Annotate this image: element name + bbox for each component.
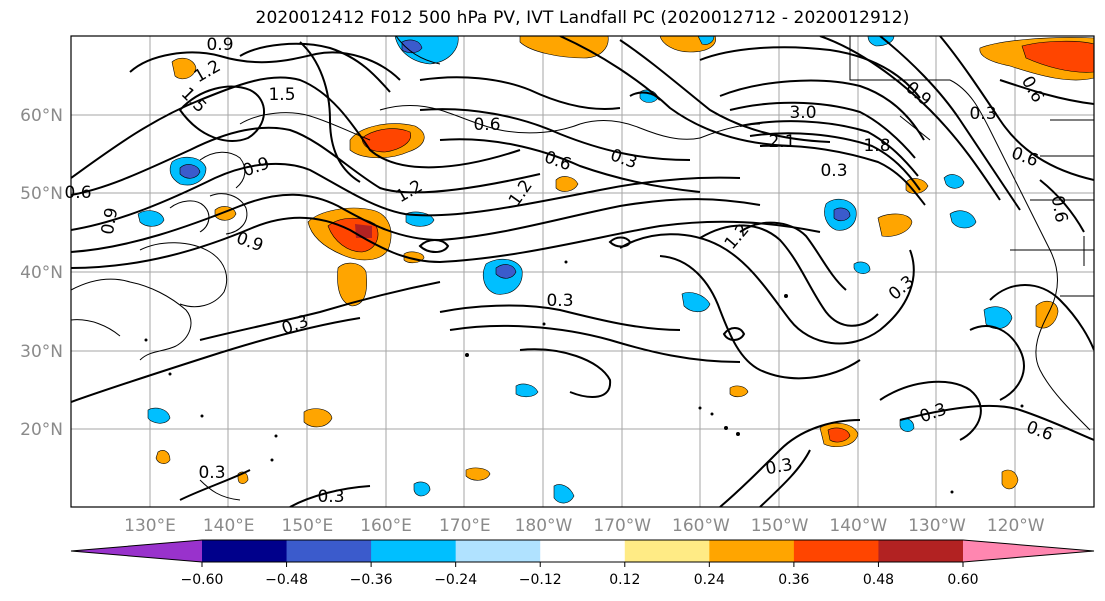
colorbar-tick-label: −0.60 <box>181 572 224 588</box>
contour-label: 0.3 <box>198 463 225 483</box>
colorbar-tick-label: −0.12 <box>519 572 562 588</box>
island-marks <box>144 260 1024 494</box>
map-frame <box>70 35 1095 508</box>
latitude-label: 50°N <box>20 184 63 204</box>
longitude-label: 150°W <box>751 516 809 536</box>
colorbar-segment <box>455 540 541 562</box>
colorbar-segment <box>371 540 457 562</box>
colorbar-tick-label: −0.48 <box>265 572 308 588</box>
latitude-label: 30°N <box>20 342 63 362</box>
longitude-label: 160°E <box>360 516 412 536</box>
contour-label: 0.3 <box>764 455 794 479</box>
contour-label: 0.9 <box>98 206 122 236</box>
colorbar-segment <box>709 540 795 562</box>
colorbar: −0.60 −0.48 −0.36 −0.24 −0.12 0.12 0.24 0.36 0.4… <box>70 539 1095 588</box>
longitude-label: 130°E <box>124 516 176 536</box>
colorbar-tick-label: 0.48 <box>863 572 894 588</box>
map-title: 2020012412 F012 500 hPa PV, IVT Landfall… <box>255 8 910 28</box>
contour-label: 1.5 <box>268 85 295 105</box>
colorbar-segment <box>793 540 879 562</box>
longitude-label: 170°W <box>593 516 651 536</box>
longitude-label: 150°E <box>282 516 334 536</box>
contour-label: 0.6 <box>64 183 91 203</box>
pv-contours <box>71 36 1094 507</box>
contour-label: 0.6 <box>473 115 500 135</box>
longitude-label: 180°W <box>515 516 573 536</box>
contour-label: 1.8 <box>863 136 890 156</box>
colorbar-extend-high <box>963 540 1094 562</box>
colorbar-tick-label: −0.24 <box>434 572 477 588</box>
contour-label: 2.1 <box>768 132 795 152</box>
latitude-labels: 20°N 30°N 40°N 50°N 60°N <box>20 106 63 440</box>
coastlines <box>71 36 1094 501</box>
longitude-label: 130°W <box>908 516 966 536</box>
colorbar-extend-low <box>71 540 202 562</box>
contour-label: 0.3 <box>546 291 573 311</box>
colorbar-segment <box>540 540 626 562</box>
colorbar-tick-label: 0.12 <box>609 572 640 588</box>
colorbar-tick-label: −0.36 <box>350 572 393 588</box>
colorbar-tick-label: 0.36 <box>778 572 809 588</box>
longitude-labels: 130°E 140°E 150°E 160°E 170°E 180°W 170°W 160°W… <box>124 516 1045 536</box>
gridlines <box>71 36 1094 507</box>
contour-label: 0.3 <box>820 161 847 181</box>
longitude-label: 140°W <box>829 516 887 536</box>
colorbar-segment <box>202 540 288 562</box>
longitude-label: 120°W <box>987 516 1045 536</box>
longitude-label: 140°E <box>203 516 255 536</box>
contour-label: 0.6 <box>1047 194 1071 224</box>
colorbar-tick-label: 0.60 <box>947 572 978 588</box>
ivt-anomaly-fills <box>137 36 1094 504</box>
contour-label: 0.3 <box>317 487 344 507</box>
colorbar-segment <box>286 540 372 562</box>
latitude-label: 60°N <box>20 106 63 126</box>
longitude-label: 160°W <box>672 516 730 536</box>
colorbar-tick-label: 0.24 <box>694 572 725 588</box>
colorbar-segment <box>624 540 710 562</box>
contour-label: 0.3 <box>969 104 996 124</box>
contour-label: 3.0 <box>789 103 816 123</box>
longitude-label: 170°E <box>439 516 491 536</box>
contour-label: 0.9 <box>206 35 233 55</box>
colorbar-segment <box>878 540 964 562</box>
latitude-label: 20°N <box>20 420 63 440</box>
latitude-label: 40°N <box>20 263 63 283</box>
